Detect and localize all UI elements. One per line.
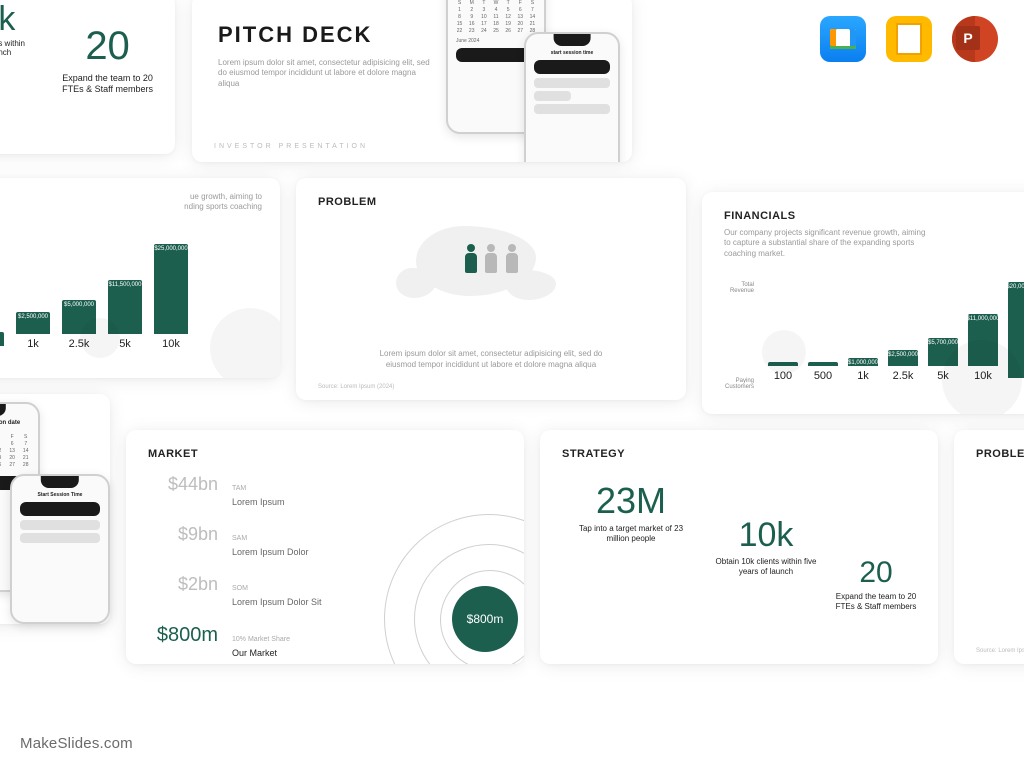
stat-desc: Tap into a target market of 23 million p…: [576, 524, 686, 543]
frag-k: k: [0, 0, 25, 39]
fin-ylabel-bot2: Customers: [725, 384, 754, 390]
market-title: MARKET: [148, 448, 502, 460]
slide-pitch-deck: PITCH DECK Lorem ipsum dolor sit amet, c…: [192, 0, 632, 162]
team-number: 20: [62, 24, 153, 69]
stat-value: 10k: [706, 516, 826, 555]
phone-mockup-session: start session time: [524, 32, 620, 162]
problem-body: Lorem ipsum dolor sit amet, consectetur …: [366, 349, 616, 370]
stat-value: 23M: [576, 480, 686, 522]
strategy-stat-2: 10k Obtain 10k clients within five years…: [706, 516, 826, 576]
person-icon: [464, 244, 478, 274]
team-desc-1: Expand the team to 20: [62, 73, 153, 83]
people-icons: [464, 244, 519, 279]
strategy-title: STRATEGY: [562, 448, 916, 460]
person-icon: [505, 244, 519, 274]
slide-phone-fragment: Select start session date SMTWTFS 123456…: [0, 394, 110, 624]
team-desc-2: FTEs & Staff members: [62, 84, 153, 94]
chart-frag-2: nding sports coaching: [184, 202, 262, 211]
branding: MakeSlides.com: [20, 735, 133, 752]
slide-market: MARKET $44bnTAMLorem Ipsum$9bnSAMLorem I…: [126, 430, 524, 664]
stat-value: 20: [826, 556, 926, 590]
fin-ylabel-top2: Revenue: [730, 288, 754, 294]
strategy-stat-3: 20 Expand the team to 20 FTEs & Staff me…: [826, 556, 926, 611]
frag-nch: nch: [0, 48, 25, 57]
phone-mockup-2: Start Session Time: [10, 474, 110, 624]
financials-title: FINANCIALS: [724, 210, 1024, 222]
keynote-icon: [820, 16, 866, 62]
phone-title: Select start session date: [0, 420, 38, 426]
slide-problem: PROBLEM Lorem ipsum dolor sit amet, cons…: [296, 178, 686, 400]
slide-team-fragment: k s within nch 20 Expand the team to 20 …: [0, 0, 175, 154]
stat-desc: Obtain 10k clients within five years of …: [706, 557, 826, 576]
strategy-stat-1: 23M Tap into a target market of 23 milli…: [576, 480, 686, 543]
app-icons: [820, 16, 998, 62]
financials-subtitle: Our company projects significant revenue…: [724, 228, 934, 259]
slide-strategy: STRATEGY 23M Tap into a target market of…: [540, 430, 938, 664]
slide-chart-fragment: ue growth, aiming to nding sports coachi…: [0, 178, 280, 378]
problem-edge-title: PROBLEM: [976, 448, 1024, 460]
slide-financials: FINANCIALS Our company projects signific…: [702, 192, 1024, 414]
slides-icon: [886, 16, 932, 62]
problem-title: PROBLEM: [318, 196, 664, 208]
problem-source: Source: Lorem Ipsum (2024): [318, 384, 394, 390]
problem-edge-source: Source: Lorem Ipsum (2024): [976, 648, 1024, 654]
pitch-body: Lorem ipsum dolor sit amet, consectetur …: [218, 58, 438, 89]
market-circle-value: $800m: [452, 586, 518, 652]
powerpoint-icon: [952, 16, 998, 62]
person-icon: [484, 244, 498, 274]
slide-problem-edge: PROBLEM Source: Lorem Ipsum (2024): [954, 430, 1024, 664]
frag-within: s within: [0, 39, 25, 48]
calendar-grid: SMTWTFS 1234567 891011121314 15161718192…: [448, 0, 544, 38]
pitch-footer: INVESTOR PRESENTATION: [214, 143, 368, 150]
chart-frag-1: ue growth, aiming to: [190, 192, 262, 201]
stat-desc: Expand the team to 20 FTEs & Staff membe…: [826, 592, 926, 611]
